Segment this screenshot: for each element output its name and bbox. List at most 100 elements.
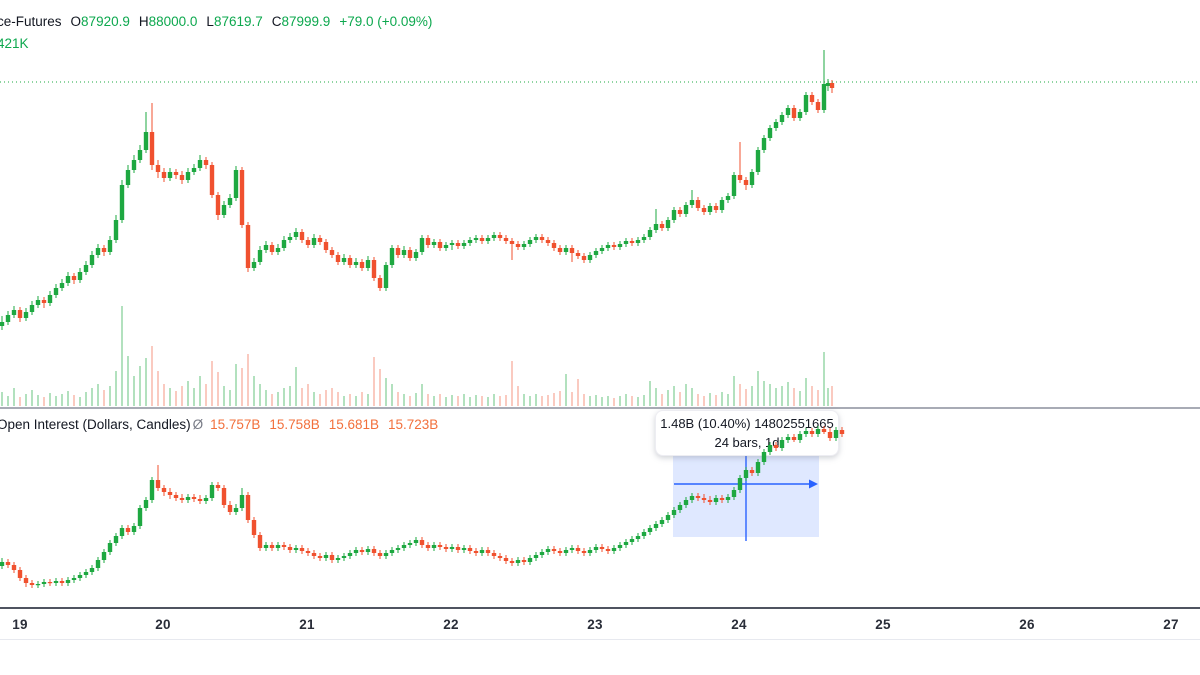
change-value: +79.0 (+0.09%) (339, 14, 433, 29)
candle (263, 241, 269, 253)
candle (647, 227, 653, 240)
volume-bar (571, 392, 573, 406)
volume-bar (499, 396, 501, 406)
volume-bar (409, 396, 411, 406)
volume-bar (277, 392, 279, 406)
candle (557, 245, 563, 255)
candle (233, 166, 239, 201)
candle (539, 234, 545, 243)
volume-bar (193, 388, 195, 406)
candle (611, 242, 617, 250)
candle (257, 246, 263, 265)
volume-bar (757, 371, 759, 406)
candle (371, 257, 377, 281)
oi-title: Open Interest (Dollars, Candles) (0, 417, 191, 432)
price-candles (0, 50, 835, 330)
candle (215, 192, 221, 220)
volume-bar (181, 386, 183, 406)
x-axis-label: 22 (443, 617, 459, 632)
volume-bar (391, 384, 393, 406)
volume-bar (253, 376, 255, 406)
candle (683, 202, 689, 217)
candle (275, 244, 281, 255)
candle (587, 252, 593, 263)
volume-bar (205, 384, 207, 406)
candle (593, 248, 599, 258)
candle (635, 237, 641, 246)
volume-bar (187, 381, 189, 406)
candle (149, 103, 155, 170)
measure-span-text: 24 bars, 1d (714, 435, 780, 450)
x-axis-label: 27 (1163, 617, 1179, 632)
volume-bar (139, 366, 141, 406)
open-interest-legend: Open Interest (Dollars, Candles) Ø 15.757B… (0, 416, 447, 434)
candle (77, 268, 83, 283)
candle (551, 240, 557, 251)
oi-close-value: 15.723B (388, 417, 439, 432)
candle (413, 249, 419, 261)
volume-bar (763, 381, 765, 406)
candle (191, 164, 197, 175)
volume-bar (607, 396, 609, 406)
volume-bar (661, 394, 663, 406)
volume-bar (577, 379, 579, 406)
volume-bar (343, 396, 345, 406)
volume-bar (67, 391, 69, 406)
volume-bar (31, 390, 33, 406)
measure-change-text: 1.48B (10.40%) 14802551665 (660, 416, 834, 431)
volume-bar (301, 388, 303, 406)
volume-bar (451, 395, 453, 406)
oi-high-value: 15.758B (269, 417, 320, 432)
volume-bar (223, 386, 225, 406)
candle (629, 238, 635, 246)
open-value: 87920.9 (81, 14, 130, 29)
open-label: O (70, 14, 82, 29)
volume-bar (805, 378, 807, 406)
volume-bar (25, 394, 27, 406)
candle (581, 253, 587, 263)
volume-bar (73, 395, 75, 406)
volume-bar (331, 388, 333, 406)
time-axis[interactable]: 19 20 21 22 23 24 25 26 27 (0, 609, 1200, 639)
candle (107, 236, 113, 255)
candle (23, 308, 29, 321)
candle (437, 239, 443, 251)
candle (305, 237, 311, 248)
volume-bar (355, 396, 357, 406)
volume-bar (157, 371, 159, 406)
candle (299, 229, 305, 243)
candle (527, 237, 533, 247)
candle (431, 239, 437, 248)
candle (521, 241, 527, 250)
oi-open-value: 15.757B (210, 417, 261, 432)
volume-bar (529, 396, 531, 406)
price-legend: ce-Futures O87920.9 H88000.0 L87619.7 C87999… (0, 13, 441, 31)
candle (677, 207, 683, 217)
volume-bar (691, 388, 693, 406)
volume-bar (475, 395, 477, 406)
candle (825, 79, 831, 91)
candle (185, 168, 191, 183)
candle (347, 255, 353, 268)
volume-bar (445, 397, 447, 406)
volume-bar (115, 371, 117, 406)
volume-bar (211, 361, 213, 406)
candle (479, 235, 485, 244)
close-label: C (271, 14, 282, 29)
pane-separator[interactable] (0, 407, 1200, 409)
volume-bar (643, 395, 645, 406)
candle (167, 168, 173, 181)
x-axis-label: 26 (1019, 617, 1035, 632)
close-value: 87999.9 (281, 14, 331, 29)
volume-bar (241, 368, 243, 406)
candle (455, 240, 461, 249)
volume-bar (831, 386, 833, 406)
candle (797, 109, 803, 121)
measure-tool[interactable] (673, 455, 819, 541)
candle (287, 233, 293, 243)
volume-bar (175, 391, 177, 406)
volume-bar (313, 392, 315, 406)
candle (671, 207, 677, 223)
volume-bar (49, 393, 51, 406)
